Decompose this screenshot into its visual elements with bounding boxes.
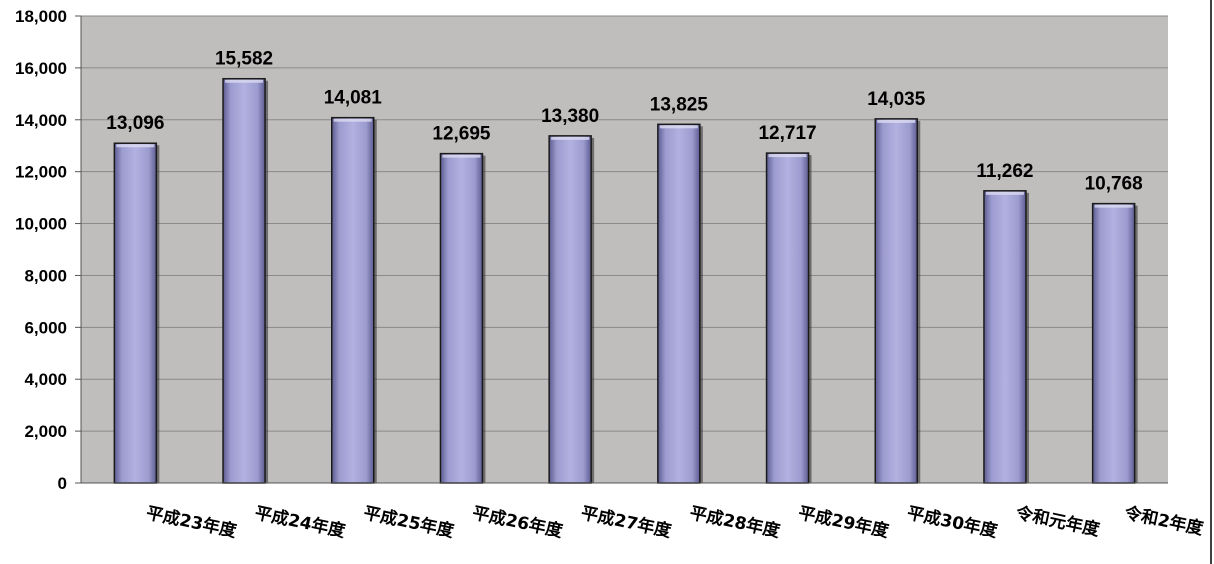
y-tick-label: 4,000 [24,370,67,389]
data-label: 12,695 [432,124,491,145]
bar [331,116,375,484]
y-tick-label: 8,000 [24,266,67,285]
x-category-label: 平成24年度 [253,502,348,542]
data-label: 14,035 [867,89,926,110]
bar [222,77,266,484]
bar-top-highlight [768,154,807,158]
x-axis-labels: 平成23年度 平成24年度 平成25年度 平成26年度 平成27年度 平成28年度 平成29… [144,502,1206,542]
bar [983,190,1027,484]
bar [1091,202,1136,484]
bars [113,77,1138,484]
x-category-label: 平成23年度 [144,502,239,542]
x-category-label: 平成28年度 [688,502,783,542]
x-category-label: 平成29年度 [797,502,892,542]
x-category-label: 平成27年度 [579,502,674,542]
bar-top-highlight [333,118,372,122]
bar-top-highlight [225,79,264,83]
y-tick-label: 12,000 [15,163,67,182]
bar-top-highlight [116,144,155,148]
x-category-label: 令和2年度 [1123,502,1206,539]
y-tick-label: 14,000 [15,111,67,130]
bar [113,142,158,484]
data-label: 13,380 [541,106,599,127]
bar-top-highlight [1094,204,1133,208]
x-category-label: 平成25年度 [362,502,457,542]
y-tick-label: 18,000 [15,7,67,26]
bar [439,152,484,484]
bar-top-highlight [985,191,1024,195]
data-label: 11,262 [976,161,1033,182]
bar-top-highlight [659,125,698,129]
x-category-label: 令和元年度 [1014,502,1102,540]
y-tick-label: 16,000 [15,59,67,78]
bar [765,152,810,484]
x-category-label: 平成30年度 [905,502,1000,542]
bar-top-highlight [877,119,916,123]
y-tick-label: 2,000 [24,422,67,441]
bar-top-highlight [442,154,481,158]
bar [548,135,592,484]
bar-top-highlight [551,136,590,140]
y-tick-label: 6,000 [24,318,67,337]
y-axis-ticks: 0 2,000 4,000 6,000 8,000 10,000 12,000 14,000 1… [15,7,81,493]
y-tick-label: 0 [58,474,67,493]
bar [874,118,918,484]
data-label: 12,717 [758,123,816,144]
x-category-label: 平成26年度 [470,502,565,542]
data-label: 15,582 [215,49,273,70]
data-label: 10,768 [1085,174,1143,195]
bar [657,123,701,484]
data-label: 13,096 [106,113,164,134]
y-tick-label: 10,000 [15,215,67,234]
data-label: 14,081 [324,88,383,109]
data-labels: 13,096 15,582 14,081 12,695 13,380 13,825 12,7… [106,49,1142,195]
data-label: 13,825 [650,94,709,115]
